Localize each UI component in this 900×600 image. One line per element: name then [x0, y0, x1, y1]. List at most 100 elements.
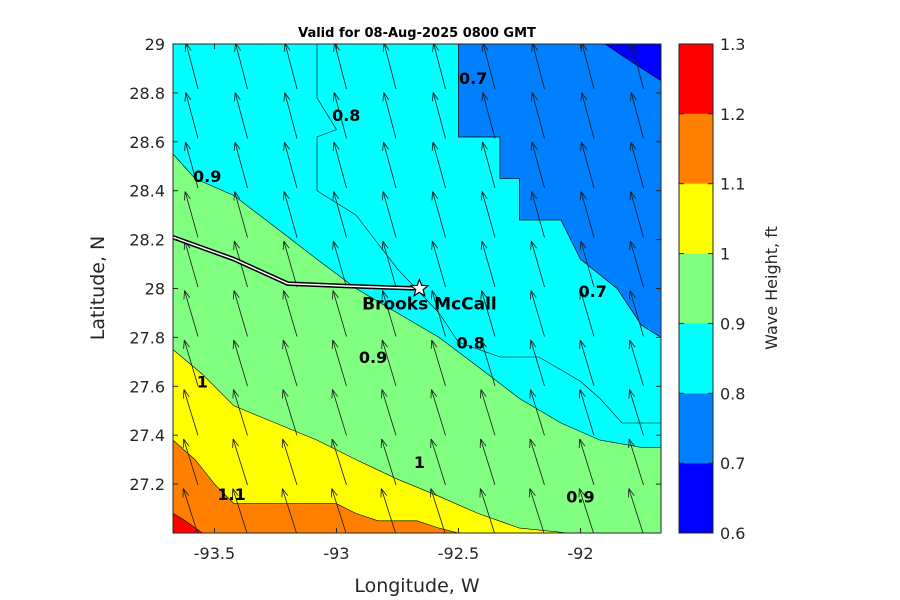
wave-direction-arrow [480, 290, 496, 337]
wave-direction-arrow [381, 240, 397, 288]
y-tick-label: 28.4 [129, 182, 165, 201]
wave-direction-arrow [282, 339, 298, 387]
wave-direction-arrow [430, 488, 446, 533]
wave-direction-arrow [233, 290, 248, 337]
wave-direction-arrow [578, 488, 594, 533]
wave-direction-arrow [382, 141, 397, 189]
contour-label: 1.1 [217, 485, 245, 504]
wave-direction-arrow [529, 389, 545, 436]
wave-direction-arrow [530, 191, 545, 238]
wave-direction-arrow [381, 290, 397, 337]
wave-direction-arrow [430, 438, 446, 486]
wave-direction-arrow [332, 141, 347, 189]
wave-direction-arrow [628, 438, 644, 486]
wave-direction-arrow [529, 339, 545, 387]
wave-direction-arrow [431, 141, 446, 189]
colorbar-segment [679, 44, 713, 114]
wave-direction-arrow [232, 488, 248, 533]
wave-direction-arrow [380, 488, 396, 533]
y-tick-label: 27.8 [129, 328, 165, 347]
colorbar-segment [679, 393, 713, 464]
wave-direction-arrow [531, 92, 545, 139]
wave-direction-arrow [481, 92, 496, 139]
x-tick-label: -93.5 [194, 544, 235, 563]
contour-band-4 [173, 349, 569, 533]
colorbar-segment [679, 183, 713, 254]
wave-direction-arrow [232, 339, 248, 387]
wave-direction-arrow [480, 240, 496, 288]
colorbar-tick-label: 1.3 [720, 35, 745, 54]
wave-direction-arrow [629, 191, 644, 238]
colorbar-label: Wave Height, ft [762, 226, 781, 350]
wave-direction-arrow [282, 240, 298, 288]
contour-label: 0.9 [359, 348, 387, 367]
colorbar-segment [679, 253, 713, 324]
wave-direction-arrow [580, 191, 595, 238]
wave-direction-arrow [184, 92, 199, 139]
wave-direction-arrow [382, 92, 397, 139]
wave-direction-arrow [579, 240, 595, 288]
wave-direction-arrow [283, 141, 298, 189]
contour-band-2 [524, 44, 661, 82]
wave-direction-arrow [182, 438, 199, 486]
colorbar-tick-label: 0.8 [720, 384, 745, 403]
wave-direction-arrow [579, 339, 595, 387]
contour-band-5 [173, 439, 459, 533]
wave-direction-arrow [430, 339, 446, 387]
y-tick-label: 28.8 [129, 84, 165, 103]
contour-label: 0.7 [579, 282, 607, 301]
contour-label: 0.8 [332, 106, 360, 125]
y-axis-label: Latitude, N [87, 236, 109, 341]
wave-direction-arrow [481, 141, 496, 189]
wave-direction-arrow [331, 339, 347, 387]
wave-direction-arrow [628, 389, 644, 436]
wave-direction-arrow [232, 389, 248, 436]
wave-direction-arrow [530, 240, 545, 288]
x-tick-label: -93 [323, 544, 349, 563]
wave-direction-arrow [183, 339, 199, 387]
colorbar-frame [678, 43, 714, 534]
wave-direction-arrow [431, 240, 446, 288]
wave-direction-arrow [332, 290, 347, 337]
contour-label: 0.7 [459, 69, 487, 88]
wave-direction-arrow [184, 191, 199, 238]
wave-direction-arrow [480, 389, 496, 436]
contour-label: 1 [197, 372, 208, 391]
x-axis-label: Longitude, W [354, 575, 480, 597]
colorbar-tick-label: 1.1 [720, 175, 745, 194]
wave-direction-arrow [579, 389, 595, 436]
wave-direction-arrow [283, 191, 298, 238]
wave-direction-arrow [281, 438, 298, 486]
wave-direction-arrow [331, 389, 347, 436]
wave-direction-arrow [578, 438, 595, 486]
wave-direction-arrow [481, 191, 496, 238]
y-tick-label: 29 [145, 35, 165, 54]
contour-band-6 [173, 513, 203, 533]
wave-direction-arrow [530, 141, 545, 189]
vessel-track [173, 236, 420, 290]
wave-direction-arrow [282, 290, 298, 337]
wave-direction-arrow [580, 92, 595, 139]
contour-label: 0.8 [457, 333, 485, 352]
wave-direction-arrow [382, 191, 397, 238]
station-marker-icon [409, 277, 430, 298]
wave-direction-arrow [629, 290, 644, 337]
wave-direction-arrow [480, 339, 496, 387]
wave-direction-arrow [432, 92, 446, 139]
wave-direction-arrow [182, 488, 198, 533]
wave-direction-arrow [479, 438, 496, 486]
wave-direction-arrow [331, 438, 347, 486]
contour-label: 1 [414, 453, 425, 472]
wave-direction-arrow [233, 141, 248, 189]
wave-direction-arrow [529, 438, 545, 486]
colorbar-tick-label: 1 [720, 245, 730, 264]
y-tick-label: 27.2 [129, 475, 165, 494]
x-tick-label: -92.5 [438, 544, 479, 563]
y-tick-label: 28.6 [129, 133, 165, 152]
wave-direction-arrow [333, 92, 347, 139]
wave-direction-arrow [332, 240, 347, 288]
contour-plot-area: Brooks McCall 0.7 0.8 0.9 0.7 0.8 0.9 1 1 1.1 0.9 [172, 43, 662, 534]
wave-direction-arrow [431, 191, 446, 238]
wave-direction-arrow [579, 290, 595, 337]
